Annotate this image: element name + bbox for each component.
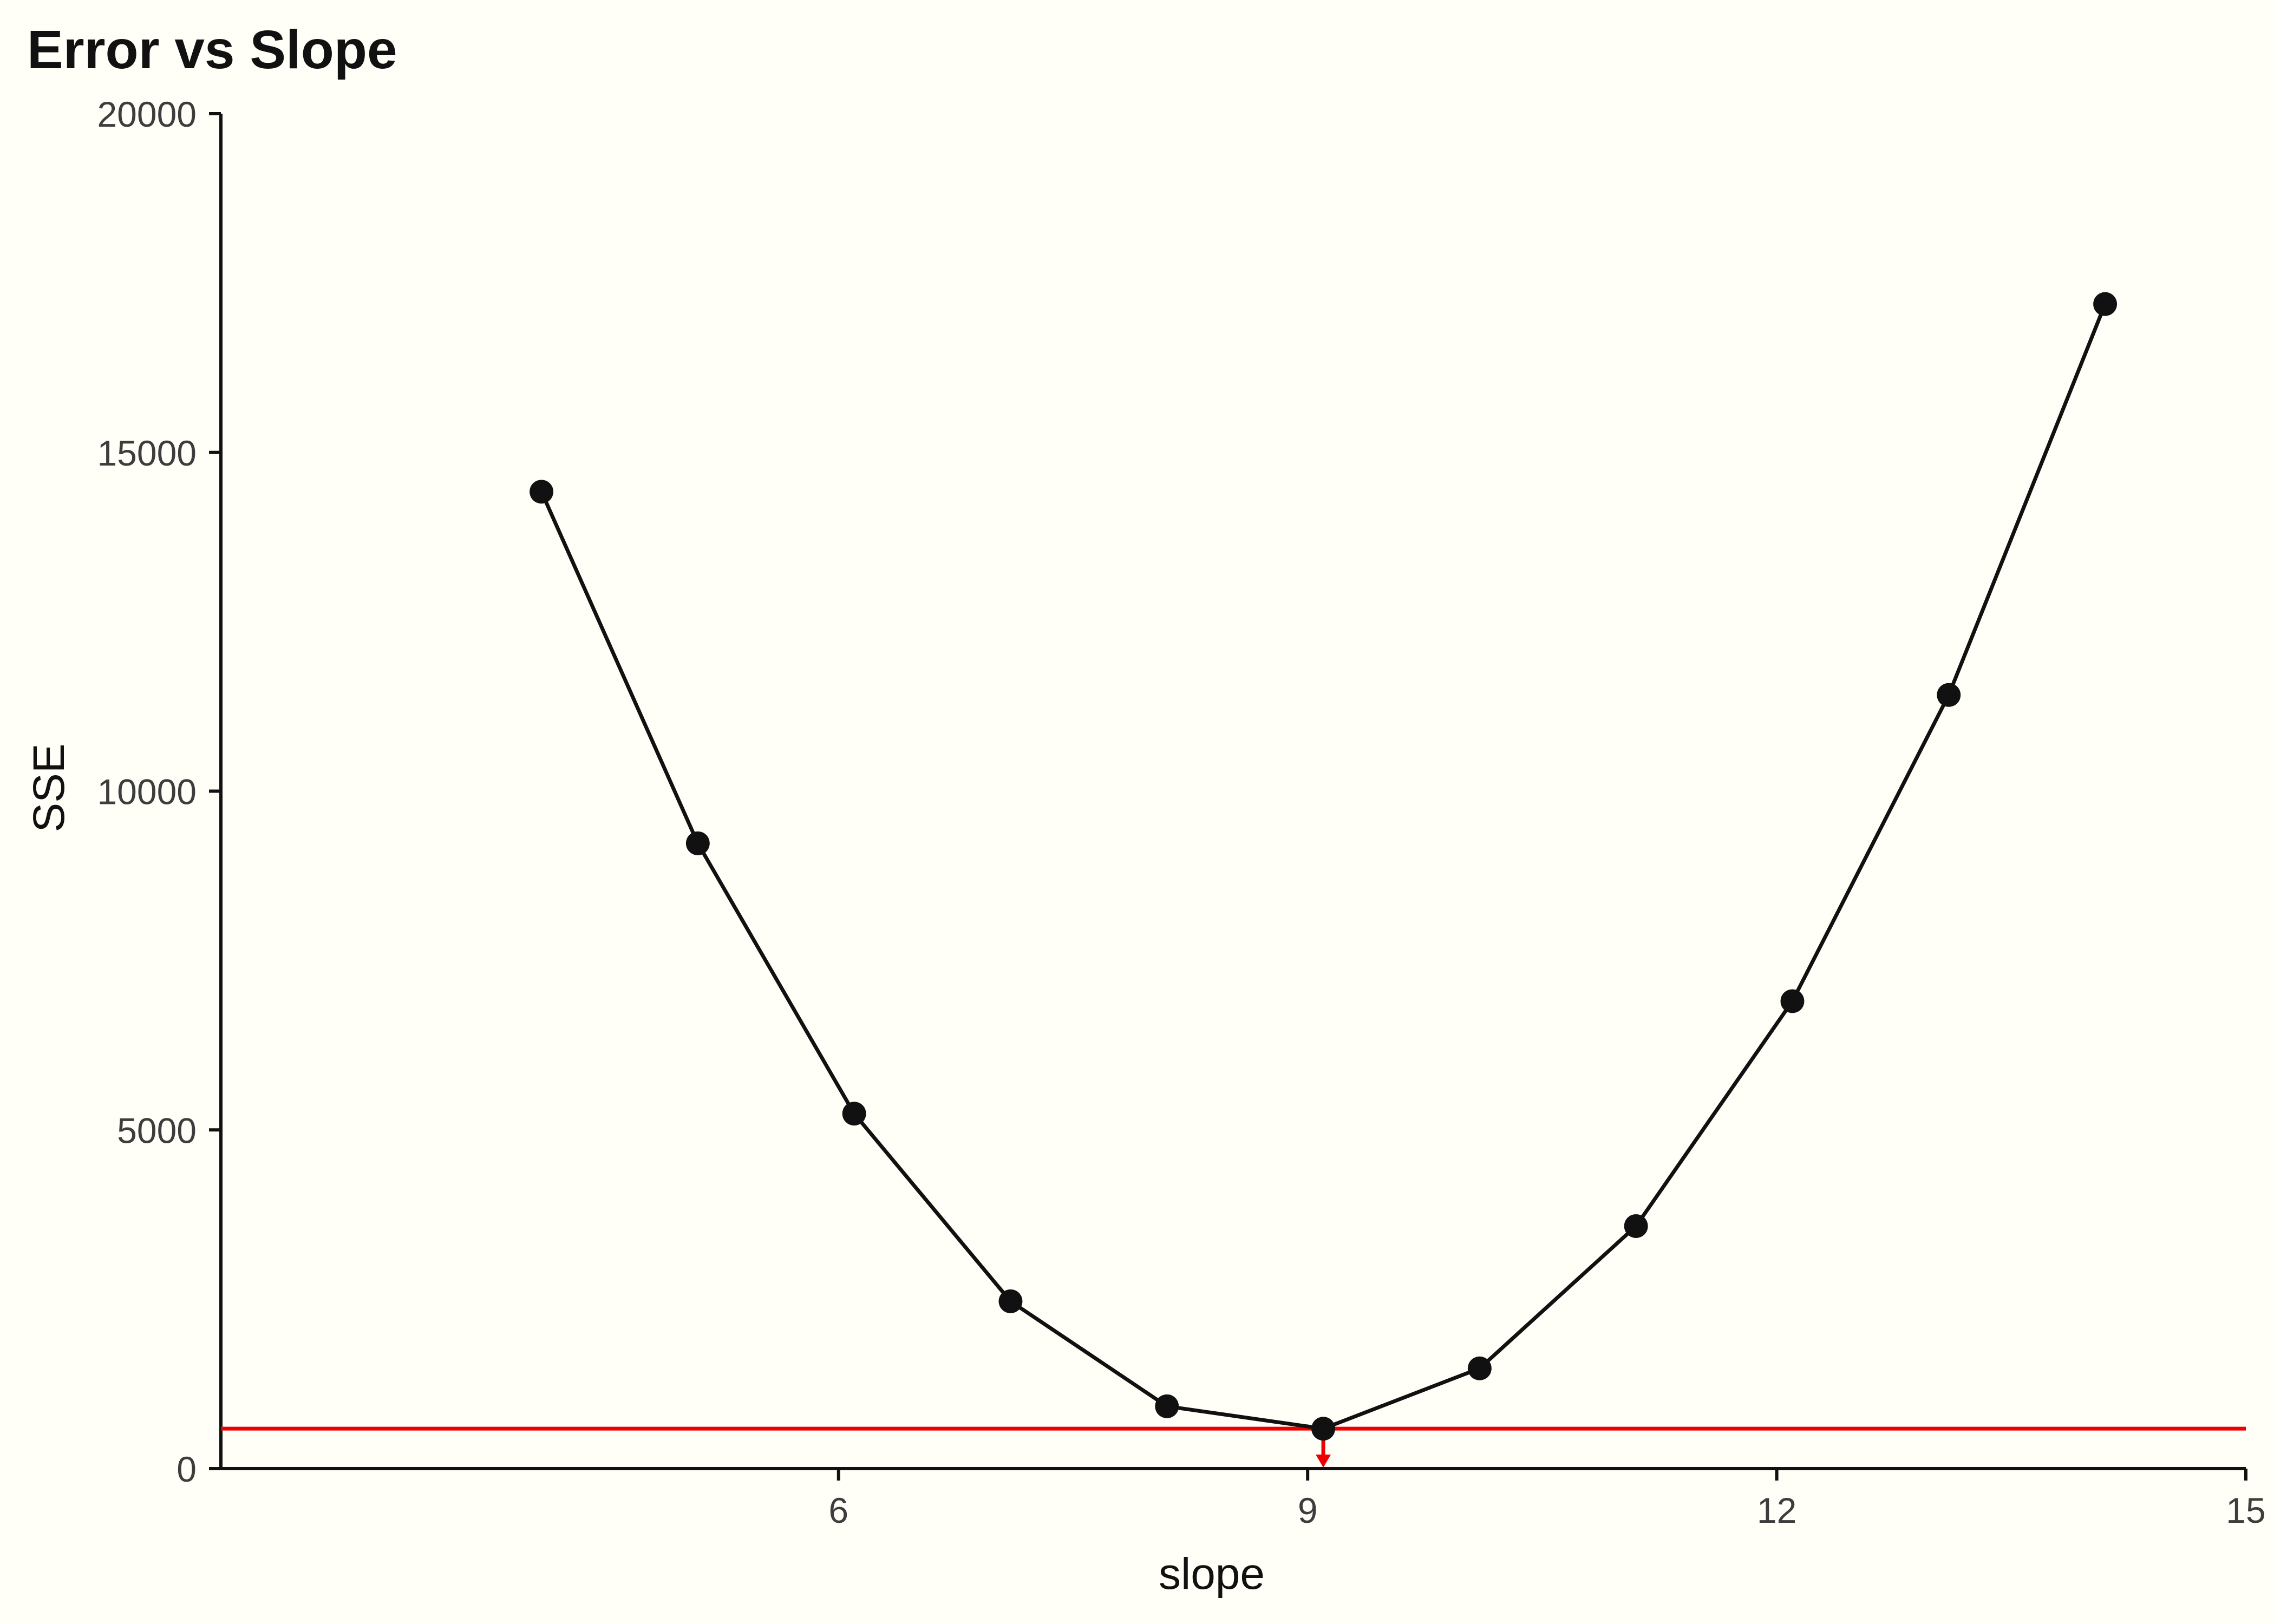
y-axis-label: SSE [24,743,74,832]
chart-title: Error vs Slope [27,19,397,80]
y-tick-label: 20000 [97,94,197,134]
plot-area [221,292,2246,1468]
data-point [842,1102,866,1126]
data-point [998,1289,1023,1313]
data-point [1311,1417,1336,1441]
x-tick-label: 12 [1757,1490,1796,1530]
y-ticks: 0 5000 10000 15000 20000 [97,94,221,1489]
x-ticks: 6 9 12 15 [828,1469,2266,1530]
x-tick-label: 9 [1298,1490,1318,1530]
y-tick-label: 5000 [117,1110,197,1150]
y-tick-label: 0 [177,1449,197,1489]
data-point [1624,1214,1648,1238]
data-point [530,480,554,504]
min-slope-arrowhead [1316,1455,1331,1468]
data-point [1155,1394,1179,1418]
data-point [1467,1356,1492,1380]
x-tick-label: 15 [2226,1490,2265,1530]
y-tick-label: 15000 [97,433,197,473]
x-tick-label: 6 [828,1490,848,1530]
data-point [1780,989,1805,1013]
x-axis-label: slope [1159,1549,1265,1599]
data-point [1937,683,1961,707]
y-tick-label: 10000 [97,772,197,812]
data-point [685,831,710,855]
data-point [2093,292,2118,316]
